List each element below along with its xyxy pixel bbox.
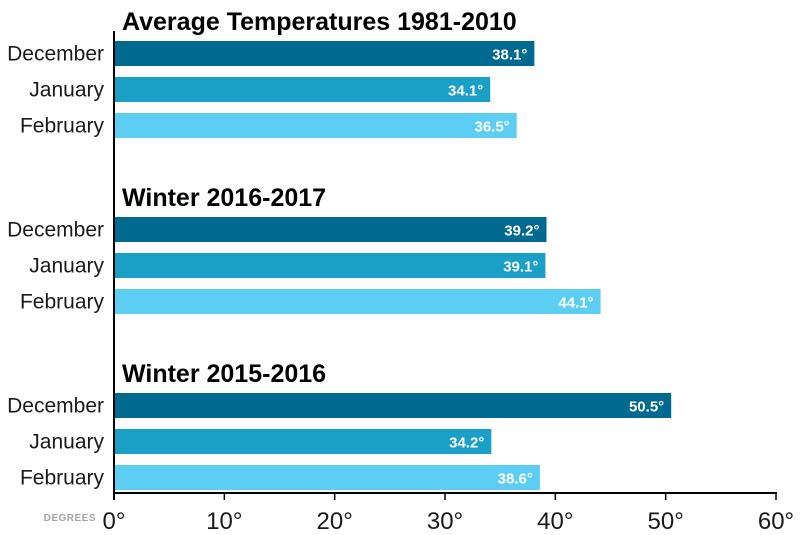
- bar-group: Average Temperatures 1981-2010 December 38…: [7, 8, 535, 138]
- x-axis-title: DEGREES: [44, 513, 96, 524]
- x-tick-label: 30°: [427, 508, 463, 535]
- bar: [114, 113, 517, 138]
- category-label: January: [29, 255, 104, 278]
- bar-value-label: 38.1°: [492, 47, 527, 64]
- bar-value-label: 36.5°: [475, 119, 510, 136]
- bar: [114, 429, 492, 454]
- category-label: January: [29, 79, 104, 102]
- x-tick-label: 10°: [206, 508, 242, 535]
- group-title: Average Temperatures 1981-2010: [122, 8, 517, 36]
- bar-value-label: 39.2°: [504, 223, 539, 240]
- bar-value-label: 50.5°: [629, 399, 664, 416]
- bar-value-label: 44.1°: [558, 295, 593, 312]
- chart-groups: Average Temperatures 1981-2010 December 38…: [7, 8, 672, 490]
- bar-value-label: 38.6°: [498, 471, 533, 488]
- category-label: January: [29, 431, 104, 454]
- bar: [114, 465, 540, 490]
- bar: [114, 253, 546, 278]
- bar-value-label: 34.1°: [448, 83, 483, 100]
- x-tick-label: 60°: [758, 508, 794, 535]
- category-label: December: [7, 395, 104, 418]
- bar: [114, 393, 672, 418]
- category-label: February: [20, 467, 105, 490]
- bar-value-label: 39.1°: [503, 259, 538, 276]
- bar-group: Winter 2015-2016 December 50.5° January 34.2…: [7, 360, 672, 490]
- bar-value-label: 34.2°: [449, 435, 484, 452]
- bar: [114, 41, 535, 66]
- category-label: February: [20, 115, 105, 138]
- category-label: December: [7, 43, 104, 66]
- group-title: Winter 2015-2016: [122, 360, 326, 388]
- bar: [114, 77, 491, 102]
- x-tick-label: 20°: [317, 508, 353, 535]
- group-title: Winter 2016-2017: [122, 184, 326, 212]
- category-label: December: [7, 219, 104, 242]
- bar: [114, 217, 547, 242]
- x-tick-label: 50°: [648, 508, 684, 535]
- x-axis: DEGREES 0° 10° 20° 30° 40° 50° 60°: [44, 31, 794, 535]
- category-label: February: [20, 291, 105, 314]
- bar-group: Winter 2016-2017 December 39.2° January 39.1…: [7, 184, 601, 314]
- bar: [114, 289, 601, 314]
- x-tick-label: 40°: [537, 508, 573, 535]
- x-tick-label: 0°: [103, 508, 126, 535]
